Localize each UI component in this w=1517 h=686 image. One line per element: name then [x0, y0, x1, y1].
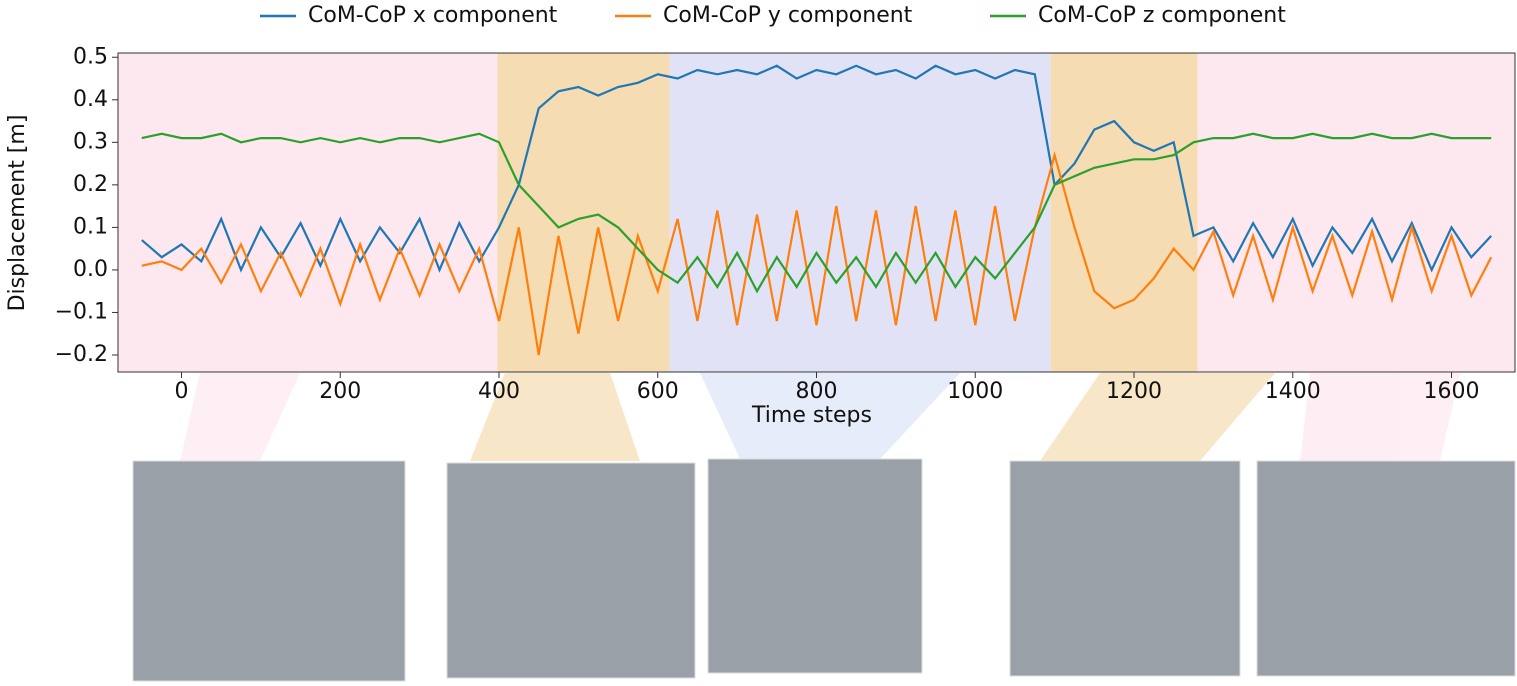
phase-region: [497, 53, 669, 372]
robot-photo: [708, 459, 922, 673]
y-tick-label: 0.0: [73, 257, 108, 282]
x-tick-label: 1200: [1106, 379, 1162, 404]
y-axis-label: Displacement [m]: [5, 115, 30, 312]
y-tick-label: −0.2: [55, 342, 108, 367]
phase-region: [1051, 53, 1198, 372]
x-tick-label: 800: [796, 379, 838, 404]
legend-label: CoM-CoP z component: [1038, 3, 1286, 28]
phase-region: [1198, 53, 1516, 372]
y-tick-label: 0.5: [73, 44, 108, 69]
x-tick-label: 1600: [1424, 379, 1480, 404]
y-tick-label: −0.1: [55, 299, 108, 324]
legend-label: CoM-CoP y component: [663, 3, 913, 28]
funnel: [180, 373, 300, 461]
chart: −0.2 −0.1 0.0 0.1 0.2 0.3 0.4 0.5 0 200 400 600 800 1…: [0, 0, 1517, 682]
phase-region: [118, 53, 497, 372]
robot-photo: [133, 461, 405, 681]
x-axis-label: Time steps: [751, 403, 872, 428]
robot-photo: [1010, 461, 1240, 676]
robot-photo: [447, 463, 695, 678]
y-tick-label: 0.3: [73, 129, 108, 154]
robot-photo: [1257, 461, 1515, 676]
plot-area: −0.2 −0.1 0.0 0.1 0.2 0.3 0.4 0.5 0 200 400 600 800 1…: [55, 44, 1515, 404]
x-tick-label: 200: [319, 379, 361, 404]
x-tick-label: 600: [637, 379, 679, 404]
x-tick-label: 400: [478, 379, 520, 404]
x-tick-label: 1000: [947, 379, 1003, 404]
y-tick-label: 0.2: [73, 172, 108, 197]
x-tick-label: 0: [175, 379, 189, 404]
y-tick-label: 0.1: [73, 214, 108, 239]
x-tick-label: 1400: [1265, 379, 1321, 404]
legend-label: CoM-CoP x component: [308, 3, 558, 28]
y-tick-label: 0.4: [73, 87, 108, 112]
